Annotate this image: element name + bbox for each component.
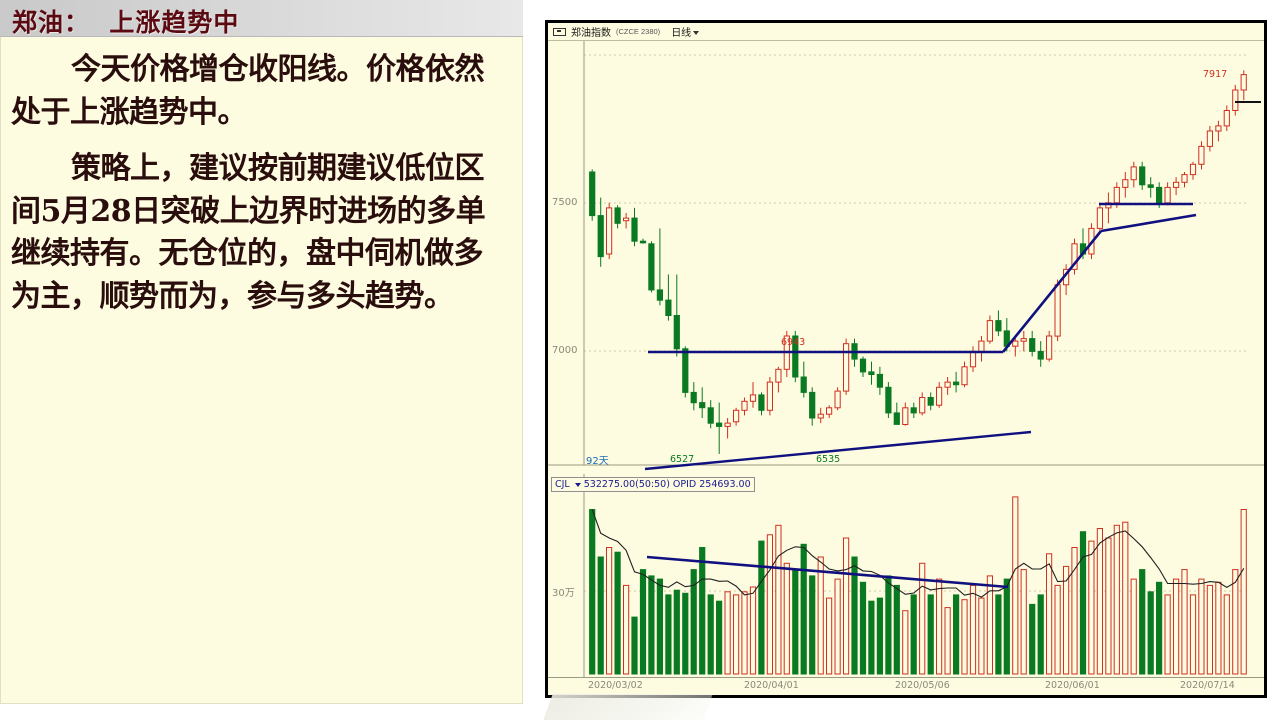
channel-lower-line [1100, 213, 1197, 233]
commentary-body: 今天价格增仓收阳线。价格依然处于上涨趋势中。 策略上，建议按前期建议低位区间5月… [0, 37, 523, 704]
list-icon[interactable] [553, 27, 566, 36]
commentary-paragraph-2: 策略上，建议按前期建议低位区间5月28日突破上边界时进场的多单继续持有。无仓位的… [11, 151, 486, 314]
trendlines [644, 202, 1197, 471]
chart-window: 郑油指数 (CZCE 2380) 日线 7500 7000 [545, 20, 1267, 698]
low1-label: 6527 [670, 454, 695, 465]
date-tick-1: 2020/03/02 [588, 680, 643, 691]
date-axis: 2020/03/02 2020/04/01 2020/05/06 2020/06… [548, 677, 1264, 695]
price-tick-7000: 7000 [552, 345, 578, 356]
chevron-down-icon [693, 31, 700, 36]
commentary-paragraph-1: 今天价格增仓收阳线。价格依然处于上涨趋势中。 [11, 52, 485, 130]
price-chart-svg [548, 41, 1264, 474]
price-pane: 7500 7000 92天 7917 6943 6527 6535 [548, 41, 1264, 474]
period-label: 日线 [671, 28, 692, 39]
low2-label: 6535 [816, 454, 841, 465]
rising-support-line [644, 430, 1032, 471]
volume-ma-line [591, 509, 1245, 598]
opid-label: OPID [672, 479, 697, 490]
panel-title-bar: 郑油： 上涨趋势中 [0, 0, 523, 37]
last-price-tick-marker [1235, 101, 1261, 103]
resistance-label: 6943 [781, 337, 806, 348]
symbol-code: (CZCE 2380) [616, 27, 661, 36]
volume-indicator-readout[interactable]: CJL 532275.00(50:50) OPID 254693.00 [551, 477, 755, 492]
chevron-down-icon[interactable] [574, 482, 581, 487]
symbol-name[interactable]: 郑油指数 [571, 28, 611, 39]
page-title: 郑油： 上涨趋势中 [12, 8, 240, 37]
uptrend-line [1001, 230, 1103, 353]
date-tick-5: 2020/07/14 [1180, 680, 1235, 691]
volume-chart-svg [548, 474, 1264, 695]
volume-downtrend-line [646, 555, 1009, 589]
volume-tick-label: 30万 [552, 588, 575, 599]
commentary-panel: 郑油： 上涨趋势中 今天价格增仓收阳线。价格依然处于上涨趋势中。 策略上，建议按… [0, 0, 523, 704]
volume-pane: 30万 [548, 474, 1264, 695]
background-watermark [543, 694, 713, 720]
chart-toolbar: 郑油指数 (CZCE 2380) 日线 [548, 23, 1264, 41]
volume-bar-series [589, 496, 1247, 675]
indicator-name: CJL [555, 479, 570, 490]
price-tick-7500: 7500 [552, 197, 578, 208]
indicator-value: 532275.00(50:50) [583, 479, 670, 490]
date-tick-4: 2020/06/01 [1045, 680, 1100, 691]
period-selector[interactable]: 日线 [671, 24, 700, 39]
opid-value: 254693.00 [699, 479, 751, 490]
date-tick-3: 2020/05/06 [895, 680, 950, 691]
days-count-label: 92天 [586, 456, 609, 467]
last-price-label: 7917 [1203, 69, 1228, 80]
date-tick-2: 2020/04/01 [744, 680, 799, 691]
